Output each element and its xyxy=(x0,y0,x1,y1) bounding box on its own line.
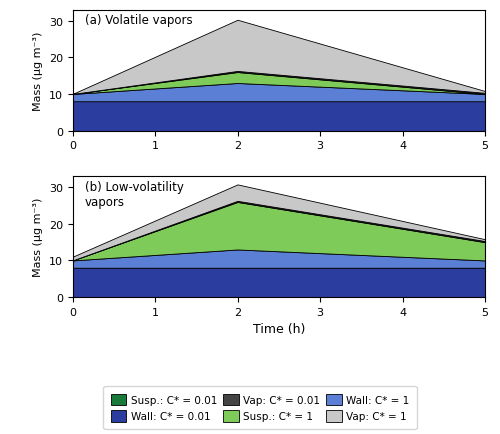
Text: (a) Volatile vapors: (a) Volatile vapors xyxy=(85,14,192,27)
Y-axis label: Mass (μg m⁻³): Mass (μg m⁻³) xyxy=(33,31,43,111)
Legend: Susp.: C* = 0.01, Wall: C* = 0.01, Vap: C* = 0.01, Susp.: C* = 1, Wall: C* = 1, : Susp.: C* = 0.01, Wall: C* = 0.01, Vap: … xyxy=(104,386,416,429)
Text: (b) Low-volatility
vapors: (b) Low-volatility vapors xyxy=(85,181,184,208)
X-axis label: Time (h): Time (h) xyxy=(252,322,305,335)
Y-axis label: Mass (μg m⁻³): Mass (μg m⁻³) xyxy=(33,197,43,277)
